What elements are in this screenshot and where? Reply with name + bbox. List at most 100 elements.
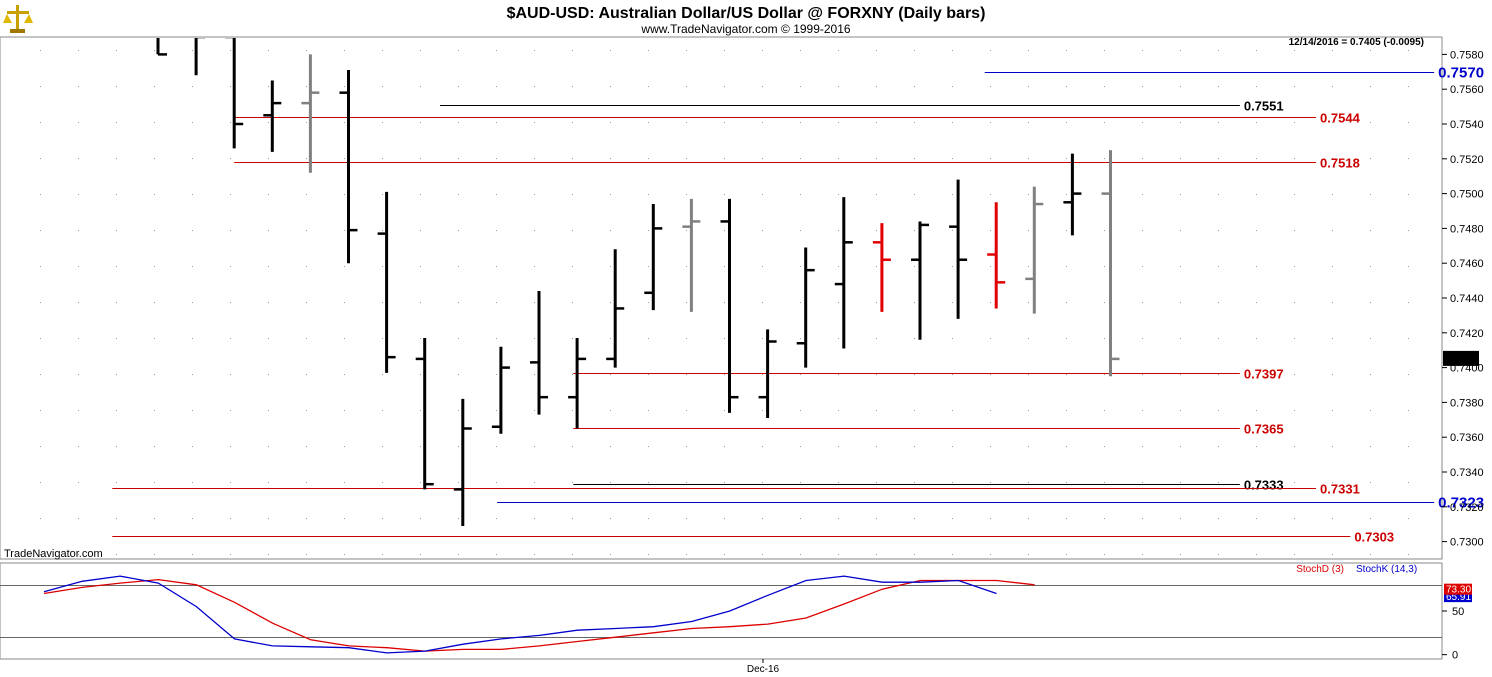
ohlc-bar <box>491 346 510 434</box>
grid-dot <box>496 482 497 483</box>
grid-dot <box>1104 86 1105 87</box>
grid-dot <box>1142 518 1143 519</box>
grid-dot <box>990 482 991 483</box>
grid-dot <box>1066 50 1067 51</box>
grid-dot <box>990 338 991 339</box>
grid-dot <box>192 266 193 267</box>
grid-dot <box>458 158 459 159</box>
grid-dot <box>534 266 535 267</box>
grid-dot <box>1066 86 1067 87</box>
grid-dot <box>1066 518 1067 519</box>
grid-dot <box>458 410 459 411</box>
grid-dot <box>724 338 725 339</box>
grid-dot <box>648 158 649 159</box>
grid-dot <box>420 122 421 123</box>
grid-dot <box>952 266 953 267</box>
grid-dot <box>990 230 991 231</box>
grid-dot <box>268 266 269 267</box>
grid-dot <box>78 50 79 51</box>
grid-dot <box>610 86 611 87</box>
level-label: 0.7518 <box>1320 156 1360 171</box>
grid-dot <box>762 50 763 51</box>
grid-dot <box>116 302 117 303</box>
ohlc-bar <box>1025 186 1044 314</box>
grid-dot <box>40 374 41 375</box>
ohlc-bar <box>911 221 929 340</box>
grid-dot <box>192 374 193 375</box>
grid-dot <box>572 230 573 231</box>
grid-dot <box>344 446 345 447</box>
grid-dot <box>344 266 345 267</box>
grid-dot <box>1142 302 1143 303</box>
grid-dot <box>990 410 991 411</box>
grid-dot <box>838 374 839 375</box>
grid-dot <box>420 230 421 231</box>
grid-dot <box>382 482 383 483</box>
ohlc-bar <box>606 249 625 368</box>
grid-dot <box>534 554 535 555</box>
grid-dot <box>154 50 155 51</box>
grid-dot <box>306 338 307 339</box>
grid-dot <box>1332 194 1333 195</box>
grid-dot <box>1408 122 1409 123</box>
grid-dot <box>1028 158 1029 159</box>
grid-dot <box>78 446 79 447</box>
grid-dot <box>914 194 915 195</box>
grid-dot <box>610 338 611 339</box>
grid-dot <box>192 302 193 303</box>
grid-dot <box>1104 554 1105 555</box>
grid-dot <box>1256 266 1257 267</box>
grid-dot <box>306 302 307 303</box>
grid-dot <box>990 554 991 555</box>
grid-dot <box>838 158 839 159</box>
grid-dot <box>1218 50 1219 51</box>
grid-dot <box>800 194 801 195</box>
grid-dot <box>230 554 231 555</box>
grid-dot <box>458 230 459 231</box>
grid-dot <box>1180 266 1181 267</box>
grid-dot <box>952 338 953 339</box>
grid-dot <box>382 266 383 267</box>
grid-dot <box>306 50 307 51</box>
grid-dot <box>762 230 763 231</box>
ohlc-bar <box>796 247 815 368</box>
grid-dot <box>192 86 193 87</box>
level-label: 0.7303 <box>1354 530 1394 545</box>
grid-dot <box>990 518 991 519</box>
grid-dot <box>990 446 991 447</box>
grid-dot <box>1104 338 1105 339</box>
grid-dot <box>496 122 497 123</box>
grid-dot <box>1218 86 1219 87</box>
grid-dot <box>1066 410 1067 411</box>
grid-dot <box>306 446 307 447</box>
grid-dot <box>306 86 307 87</box>
grid-dot <box>382 50 383 51</box>
grid-dot <box>154 410 155 411</box>
grid-dot <box>686 266 687 267</box>
grid-dot <box>1370 374 1371 375</box>
grid-dot <box>1180 482 1181 483</box>
ohlc-bar <box>834 197 853 349</box>
grid-dot <box>610 554 611 555</box>
grid-dot <box>762 518 763 519</box>
grid-dot <box>78 482 79 483</box>
grid-dot <box>116 158 117 159</box>
grid-dot <box>268 374 269 375</box>
grid-dot <box>1370 338 1371 339</box>
grid-dot <box>382 374 383 375</box>
grid-dot <box>876 446 877 447</box>
grid-dot <box>154 446 155 447</box>
grid-dot <box>800 230 801 231</box>
grid-dot <box>1028 230 1029 231</box>
grid-dot <box>78 518 79 519</box>
grid-dot <box>458 122 459 123</box>
grid-dot <box>78 194 79 195</box>
grid-dot <box>800 302 801 303</box>
grid-dot <box>762 194 763 195</box>
grid-dot <box>1028 266 1029 267</box>
level-label: 0.7323 <box>1438 495 1484 512</box>
stoch-tick-label: 0 <box>1452 650 1458 662</box>
